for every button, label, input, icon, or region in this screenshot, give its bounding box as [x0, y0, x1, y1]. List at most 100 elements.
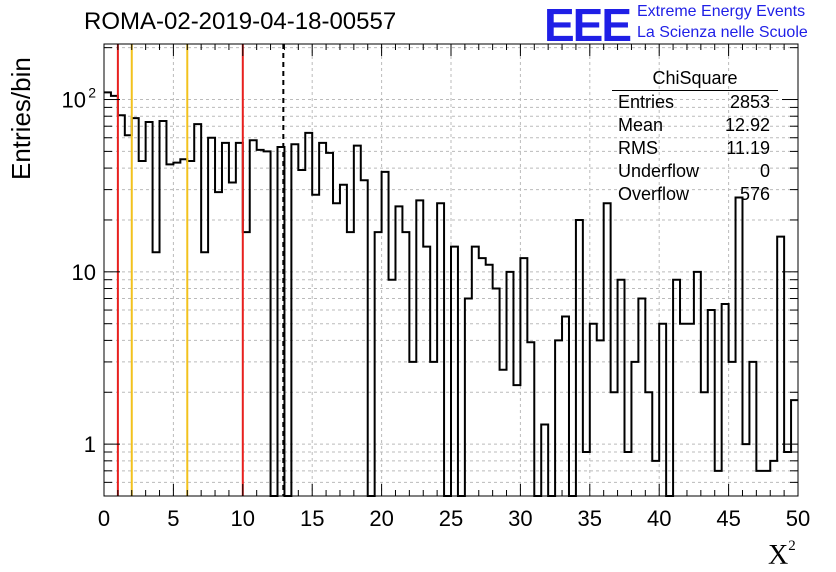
histogram-bin — [472, 247, 479, 496]
histogram-bin — [298, 170, 305, 496]
histogram-bin — [507, 272, 514, 496]
histogram-bin — [215, 192, 222, 496]
y-axis-label: Entries/bin — [6, 57, 36, 180]
histogram-bin — [250, 140, 257, 496]
x-axis-label-base: Χ — [768, 540, 789, 571]
stats-value: 11.19 — [726, 138, 770, 158]
histogram-bin — [125, 135, 132, 496]
histogram-bin — [194, 124, 201, 496]
x-axis-label: Χ2 — [768, 538, 796, 572]
x-tick-label: 5 — [167, 506, 179, 531]
histogram-bin — [416, 200, 423, 496]
histogram-bin — [708, 310, 715, 496]
y-tick-label: 10 — [72, 260, 96, 285]
stats-row-rms: RMS 11.19 — [612, 137, 778, 160]
histogram-bin — [618, 280, 625, 496]
histogram-bin — [395, 206, 402, 496]
histogram-bin — [611, 392, 618, 496]
histogram-bin — [687, 324, 694, 496]
stats-row-mean: Mean 12.92 — [612, 114, 778, 137]
histogram-bin — [500, 370, 507, 496]
x-tick-label: 20 — [369, 506, 393, 531]
chart-title: ROMA-02-2019-04-18-00557 — [84, 8, 397, 35]
histogram-bin — [291, 144, 298, 496]
x-tick-label: 25 — [439, 506, 463, 531]
x-tick-label: 40 — [647, 506, 671, 531]
histogram-bin — [777, 237, 784, 496]
eee-logo: EEE — [544, 0, 632, 51]
y-axis-label-wrap: Entries/bin — [6, 57, 36, 181]
stats-value: 12.92 — [724, 115, 770, 135]
x-tick-label: 30 — [508, 506, 532, 531]
histogram-bin — [146, 122, 153, 496]
histogram-bin — [604, 203, 611, 496]
histogram-bin — [513, 385, 520, 496]
logo-subtitle-line2: La Scienza nelle Scuole — [637, 24, 808, 41]
histogram-bin — [333, 203, 340, 496]
x-axis-label-sup: 2 — [788, 538, 796, 554]
stats-label: Entries — [618, 92, 675, 112]
histogram-bin — [173, 163, 180, 496]
histogram-bin — [631, 362, 638, 496]
x-tick-label: 50 — [786, 506, 810, 531]
stats-label: Overflow — [618, 184, 690, 204]
histogram-bin — [784, 452, 791, 496]
histogram-bin — [742, 444, 749, 496]
histogram-bin — [645, 392, 652, 496]
x-tick-label: 15 — [300, 506, 324, 531]
histogram-bin — [361, 180, 368, 496]
histogram-bin — [715, 471, 722, 496]
histogram-bin — [680, 324, 687, 496]
histogram-bin — [652, 461, 659, 496]
y-tick-label: 10 — [62, 88, 86, 113]
histogram-bin — [659, 324, 666, 496]
histogram-bin — [479, 258, 486, 496]
x-tick-label: 10 — [231, 506, 255, 531]
histogram-bin — [694, 272, 701, 496]
stats-value: 0 — [759, 161, 770, 181]
stats-value: 576 — [739, 184, 770, 204]
histogram-bin — [222, 143, 229, 496]
histogram-bin — [583, 452, 590, 496]
histogram-bin — [187, 161, 194, 496]
histogram-bin — [625, 452, 632, 496]
histogram-bin — [756, 471, 763, 496]
histogram-bin — [729, 362, 736, 496]
histogram-bin — [541, 424, 548, 496]
histogram-bin — [673, 280, 680, 496]
histogram-bin — [375, 232, 382, 496]
histogram-bin — [118, 115, 125, 496]
histogram-bin — [180, 159, 187, 496]
histogram-bin — [208, 138, 215, 496]
x-tick-label: 35 — [578, 506, 602, 531]
logo-subtitle-line1: Extreme Energy Events — [637, 3, 806, 20]
histogram-bin — [236, 143, 243, 496]
histogram-bin — [347, 232, 354, 496]
stats-value: 2853 — [729, 92, 770, 112]
y-tick-label: 1 — [84, 432, 96, 457]
histogram-bin — [201, 252, 208, 496]
histogram-bin — [722, 304, 729, 496]
histogram-bin — [153, 252, 160, 496]
x-tick-label: 45 — [716, 506, 740, 531]
histogram-bin — [520, 258, 527, 496]
histogram-bin — [166, 164, 173, 496]
histogram-bin — [451, 247, 458, 496]
histogram-bin — [638, 299, 645, 496]
histogram-bin — [749, 362, 756, 496]
histogram-bin — [132, 118, 139, 496]
histogram-bin — [590, 324, 597, 496]
histogram-bin — [465, 299, 472, 496]
stats-label: Underflow — [618, 161, 700, 181]
histogram-bin — [562, 317, 569, 496]
histogram-bin — [160, 121, 167, 496]
histogram-bin — [264, 151, 271, 496]
histogram-bin — [402, 232, 409, 496]
histogram-bin — [430, 362, 437, 496]
stats-row-overflow: Overflow 576 — [612, 183, 778, 206]
histogram-bin — [305, 133, 312, 496]
histogram-bin — [770, 461, 777, 496]
histogram-bin — [409, 362, 416, 496]
histogram-bin — [243, 232, 250, 496]
